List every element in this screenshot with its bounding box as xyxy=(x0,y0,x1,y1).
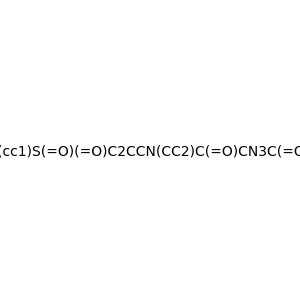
Text: COc1ccc(cc1)S(=O)(=O)C2CCN(CC2)C(=O)CN3C(=O)CCC3=O: COc1ccc(cc1)S(=O)(=O)C2CCN(CC2)C(=O)CN3C… xyxy=(0,145,300,158)
